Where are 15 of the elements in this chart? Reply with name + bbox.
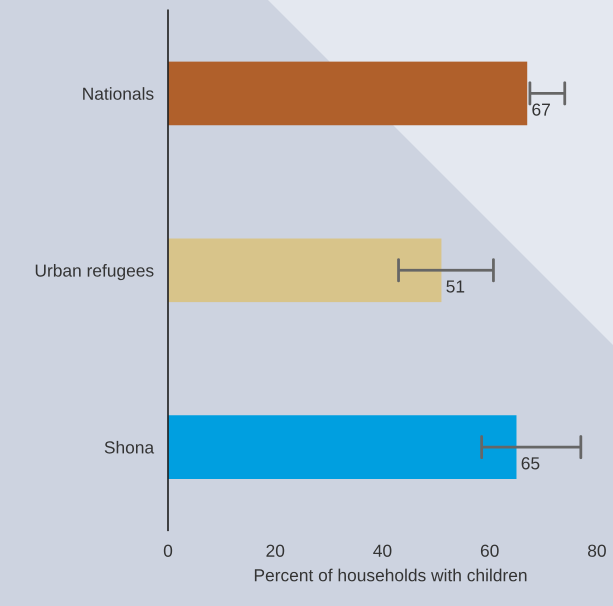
y-tick-label: Urban refugees xyxy=(36,264,154,280)
bar xyxy=(168,62,528,126)
x-axis-title: Percent of households with children xyxy=(254,568,526,582)
bar xyxy=(168,238,442,302)
x-tick-label: 80 xyxy=(588,544,606,557)
bar xyxy=(168,415,516,479)
x-tick-label: 40 xyxy=(373,544,392,557)
data-label: 67 xyxy=(532,103,550,116)
x-tick-label: 20 xyxy=(266,544,284,557)
x-tick-label: 60 xyxy=(480,544,499,557)
data-label: 51 xyxy=(446,280,464,293)
y-tick-label: Shona xyxy=(104,440,154,454)
x-tick-label: 0 xyxy=(164,544,172,557)
y-tick-label: Nationals xyxy=(83,87,154,100)
data-label: 65 xyxy=(522,457,540,470)
